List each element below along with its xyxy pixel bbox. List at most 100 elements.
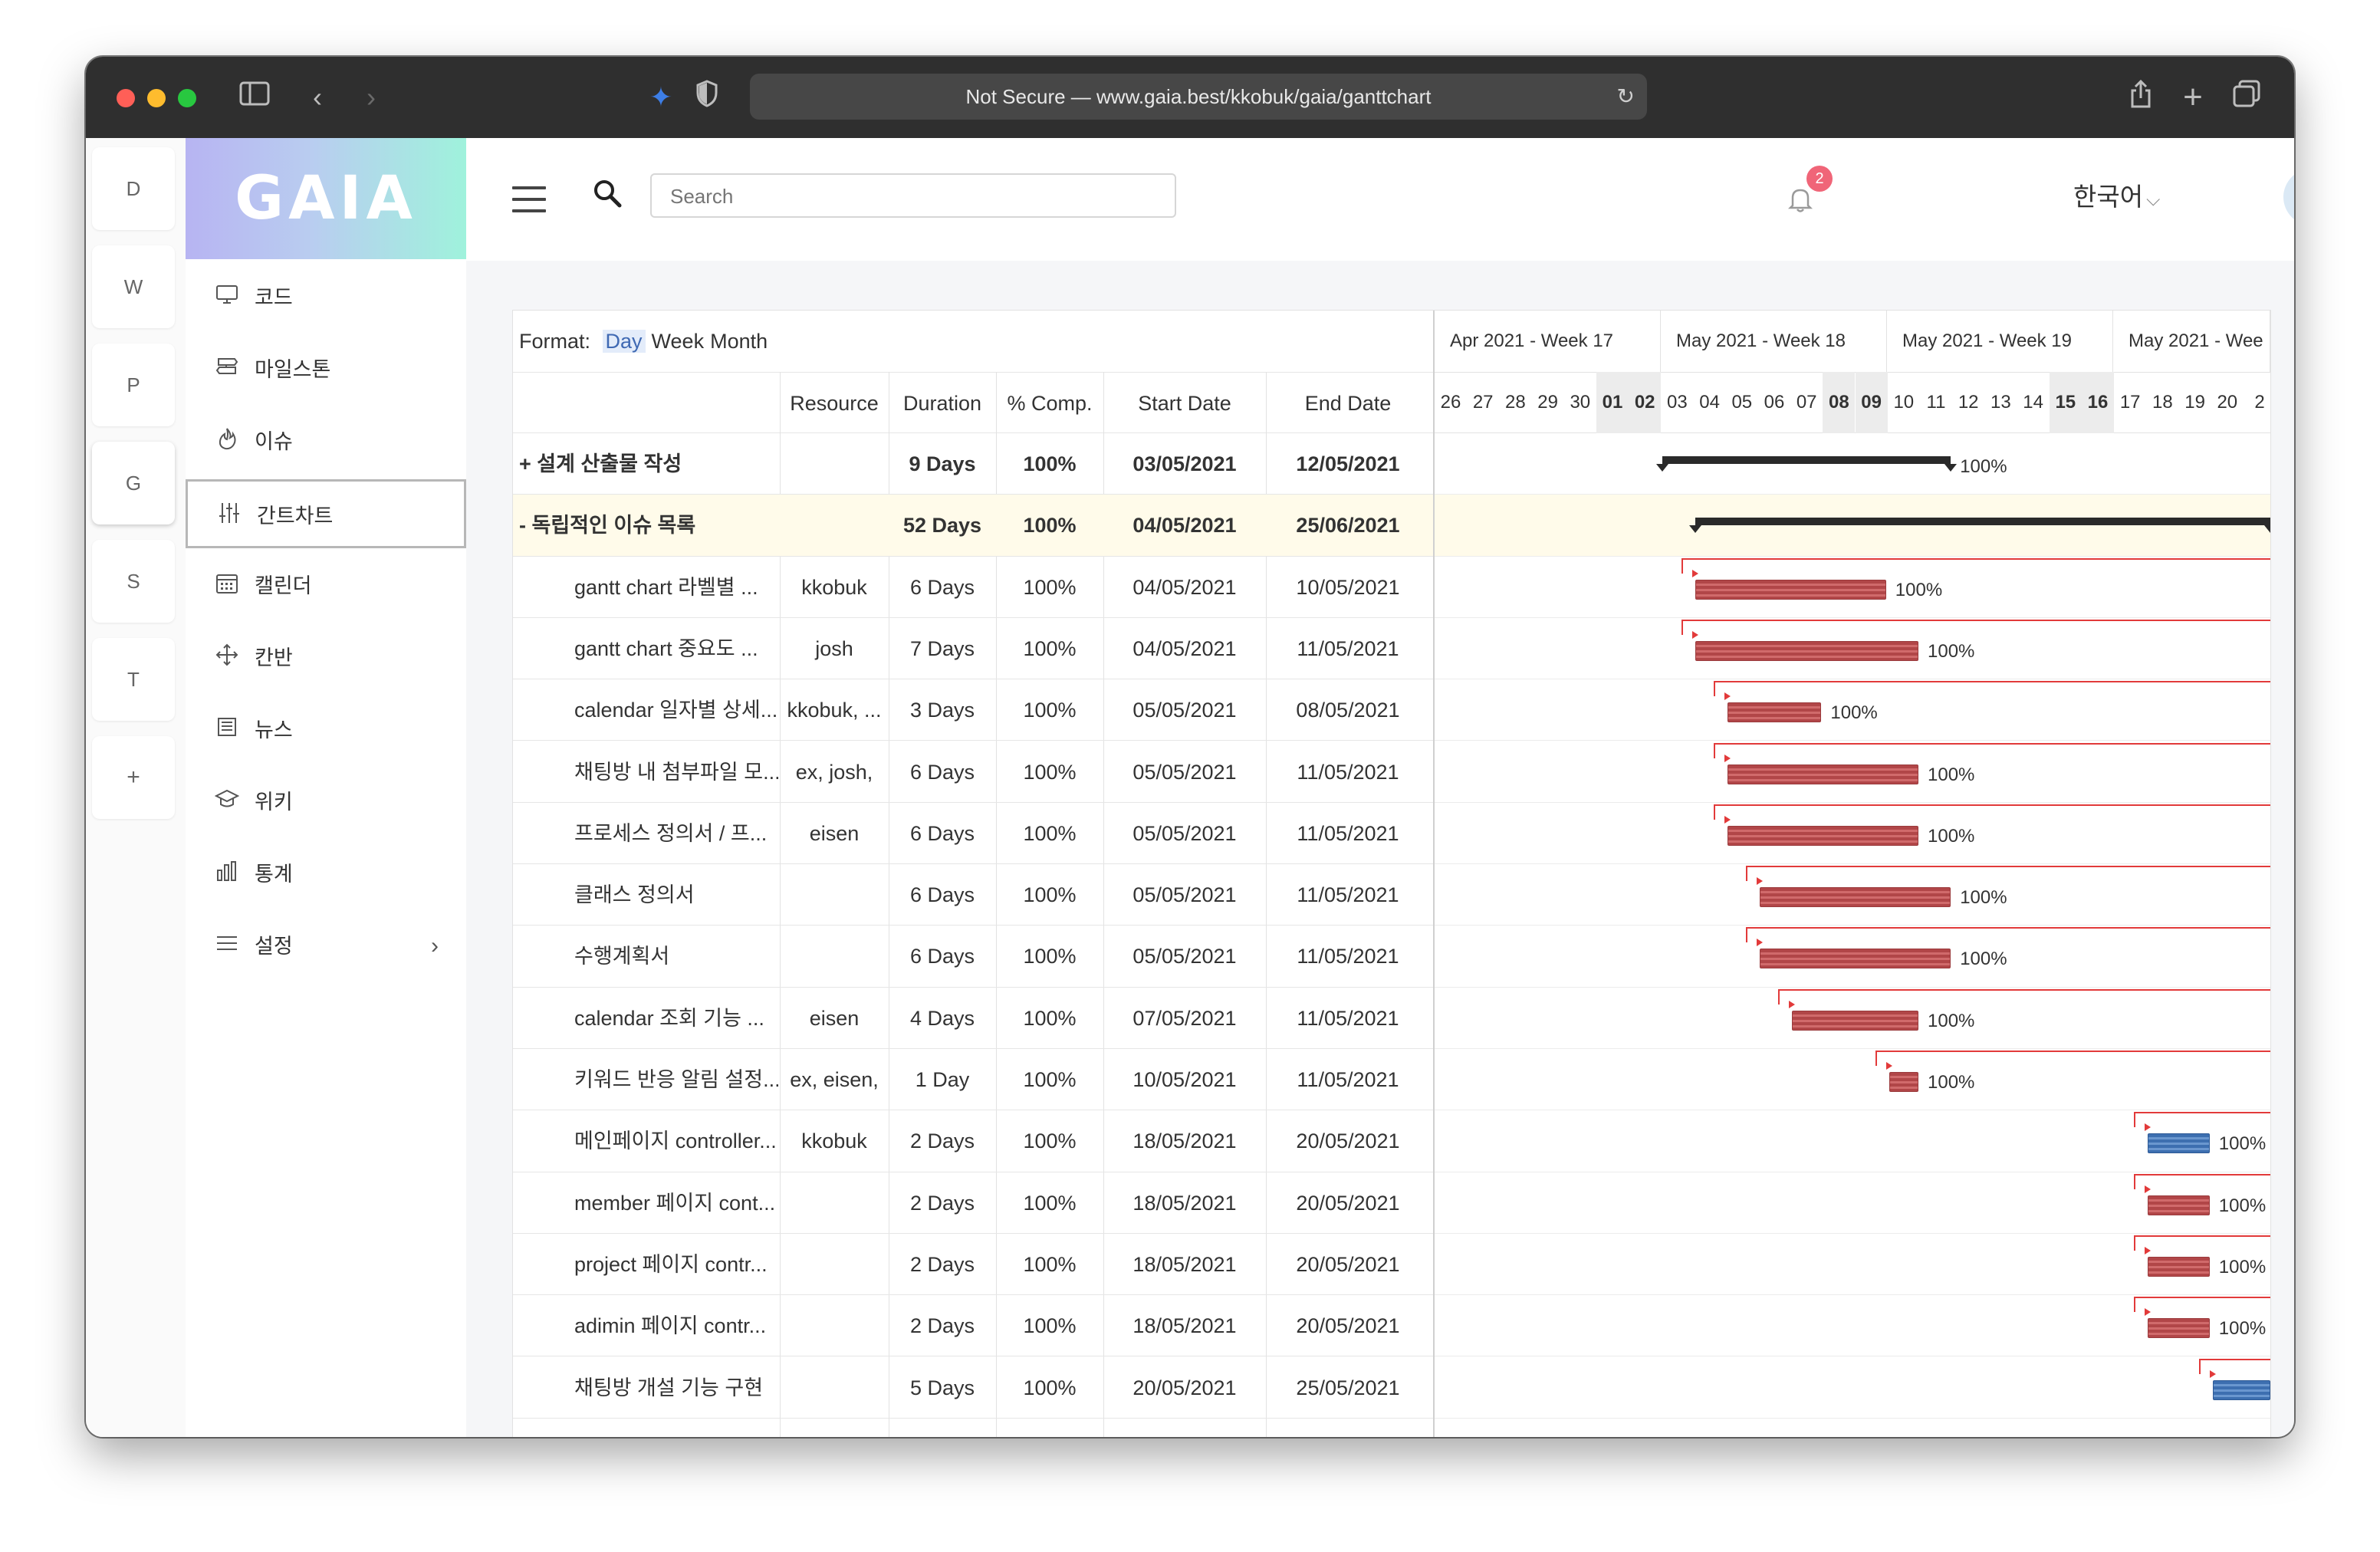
summary-bar[interactable]	[1656, 456, 1957, 472]
summary-bar[interactable]	[1688, 518, 2270, 534]
task-row[interactable]: adimin 페이지 contr... 2 Days 100% 18/05/2021 2…	[513, 1295, 1433, 1357]
zoom-window-button[interactable]	[178, 89, 196, 107]
task-row[interactable]: 키워드 반응 알림 설정... ex, eisen, 1 Day 100% 10/05/…	[513, 1049, 1433, 1111]
task-bar[interactable]	[1760, 949, 1951, 969]
task-bar[interactable]	[2148, 1256, 2210, 1277]
sidebar-item-6[interactable]: 칸반	[186, 623, 466, 692]
task-row[interactable]: member 페이지 cont... 2 Days 100% 18/05/2021 20…	[513, 1172, 1433, 1234]
tab-overview-icon[interactable]	[2231, 80, 2262, 115]
column-header[interactable]: End Date	[1304, 392, 1392, 415]
cell-name: adimin 페이지 contr...	[574, 1314, 767, 1338]
project-tab-g[interactable]: G	[92, 442, 175, 524]
sidebar-toggle-icon[interactable]	[236, 80, 273, 115]
task-row[interactable]: calendar 일자별 상세... kkobuk, ... 3 Days 100% 0…	[513, 679, 1433, 741]
group-row[interactable]: - 독립적인 이슈 목록 52 Days 100% 04/05/2021 25/06/2…	[513, 495, 1433, 557]
project-tab-w[interactable]: W	[92, 245, 175, 328]
task-row[interactable]: 메인페이지 controller... kkobuk 2 Days 100% 18/05…	[513, 1110, 1433, 1172]
search-input[interactable]	[652, 175, 1162, 218]
format-week[interactable]: Week	[651, 330, 705, 353]
gaia-logo[interactable]: GAIA	[186, 138, 466, 259]
sidebar-item-4[interactable]: 간트차트	[186, 479, 466, 548]
task-row[interactable]: 채팅방 내 첨부파일 모... ex, josh, 6 Days 100% 05/05/…	[513, 741, 1433, 803]
sidebar-item-1[interactable]: 코드	[186, 263, 466, 332]
column-header[interactable]: Resource	[790, 392, 879, 415]
column-header[interactable]: Start Date	[1138, 392, 1231, 415]
dependency-line	[1875, 1051, 2270, 1052]
format-month[interactable]: Month	[710, 330, 768, 353]
sidebar-item-2[interactable]: 마일스톤	[186, 335, 466, 404]
task-bar[interactable]	[1727, 825, 1918, 846]
sidebar-item-9[interactable]: 통계	[186, 840, 466, 909]
avatar[interactable]	[2283, 169, 2294, 225]
group-row[interactable]: + 설계 산출물 작성 9 Days 100% 03/05/2021 12/05/202…	[513, 433, 1433, 495]
task-row[interactable]: calendar 조회 기능 ... eisen 4 Days 100% 07/05/2…	[513, 988, 1433, 1049]
sidebar-item-7[interactable]: 뉴스	[186, 695, 466, 764]
task-row[interactable]: gantt chart 중요도 ... josh 7 Days 100% 04/05/2…	[513, 618, 1433, 680]
task-bar[interactable]	[1889, 1072, 1918, 1092]
task-bar[interactable]	[2148, 1318, 2210, 1339]
share-icon[interactable]	[2125, 79, 2156, 115]
expand-toggle[interactable]: +	[519, 452, 537, 475]
sidebar-item-10[interactable]: 설정 ›	[186, 912, 466, 981]
task-bar[interactable]	[1695, 579, 1886, 600]
column-header[interactable]: % Comp.	[1007, 392, 1093, 415]
shield-icon[interactable]	[692, 80, 722, 115]
task-bar[interactable]	[2148, 1133, 2210, 1154]
close-window-button[interactable]	[117, 89, 135, 107]
expand-toggle[interactable]: -	[519, 514, 532, 538]
sidebar-item-8[interactable]: 위키	[186, 768, 466, 837]
task-row[interactable]: gantt chart 라벨별 ... kkobuk 6 Days 100% 04/05…	[513, 557, 1433, 618]
cell-resource: ex, eisen,	[790, 1068, 879, 1091]
language-selector[interactable]: 한국어 ⌵	[2073, 178, 2160, 219]
task-bar[interactable]	[1760, 887, 1951, 908]
task-row[interactable]: 클래스 정의서 6 Days 100% 05/05/2021 11/05/2021	[513, 864, 1433, 926]
cell-name: calendar 조회 기능 ...	[574, 1006, 764, 1030]
minimize-window-button[interactable]	[147, 89, 166, 107]
task-row[interactable]: 수행계획서 6 Days 100% 05/05/2021 11/05/2021	[513, 926, 1433, 988]
task-bar[interactable]	[1727, 702, 1822, 723]
bell-icon[interactable]	[1785, 184, 1816, 215]
task-row[interactable]: 채팅방 개설 기능 구현 5 Days 100% 20/05/2021 25/05/20…	[513, 1357, 1433, 1419]
menu-icon[interactable]	[512, 186, 546, 212]
move-icon	[213, 643, 241, 670]
task-bar[interactable]	[2148, 1195, 2210, 1215]
cell-start: 04/05/2021	[1132, 575, 1237, 599]
project-rail: D W P G S T +	[86, 138, 186, 1437]
project-tab-d[interactable]: D	[92, 147, 175, 230]
project-tab-t[interactable]: T	[92, 638, 175, 721]
extension-icon[interactable]: ✦	[649, 81, 673, 113]
reload-icon[interactable]: ↻	[1616, 84, 1635, 108]
dependency-arrow	[1746, 866, 1763, 886]
cell-duration: 6 Days	[909, 575, 975, 599]
cell-resource: eisen	[809, 821, 860, 845]
project-tab-p[interactable]: P	[92, 344, 175, 426]
project-tab-s[interactable]: S	[92, 540, 175, 623]
task-row[interactable]: project 페이지 contr... 2 Days 100% 18/05/2021…	[513, 1234, 1433, 1296]
address-bar[interactable]: Not Secure — www.gaia.best/kkobuk/gaia/g…	[750, 74, 1647, 120]
chevron-right-icon[interactable]: ›	[431, 933, 439, 958]
back-icon[interactable]: ‹	[313, 81, 322, 113]
sidebar-item-3[interactable]: 이슈	[186, 407, 466, 476]
task-bar[interactable]	[1792, 1010, 1918, 1031]
cell-comp: 100%	[1023, 760, 1077, 784]
sidebar-item-5[interactable]: 캘린더	[186, 551, 466, 620]
task-bar[interactable]	[2212, 1379, 2270, 1400]
cell-end: 11/05/2021	[1297, 636, 1399, 660]
column-header[interactable]: Duration	[902, 392, 982, 415]
graduation-cap-icon	[213, 787, 241, 814]
search-field[interactable]	[650, 173, 1176, 218]
day-label: 09	[1855, 372, 1888, 433]
dependency-arrow	[1681, 619, 1698, 639]
search-icon[interactable]	[592, 178, 623, 209]
format-day[interactable]: Day	[602, 330, 646, 353]
project-tab-add[interactable]: +	[92, 736, 175, 819]
task-bar[interactable]	[1727, 764, 1918, 784]
url-text: Not Secure — www.gaia.best/kkobuk/gaia/g…	[965, 85, 1432, 108]
format-label: Format:	[519, 330, 591, 353]
forward-icon[interactable]: ›	[367, 81, 376, 113]
new-tab-icon[interactable]: +	[2183, 78, 2203, 116]
task-bar[interactable]	[1695, 640, 1918, 661]
week-header: May 2021 - Week 18	[1661, 311, 1887, 372]
cell-duration: 9 Days	[909, 452, 976, 475]
task-row[interactable]: 프로세스 정의서 / 프... eisen 6 Days 100% 05/05/2021…	[513, 803, 1433, 865]
